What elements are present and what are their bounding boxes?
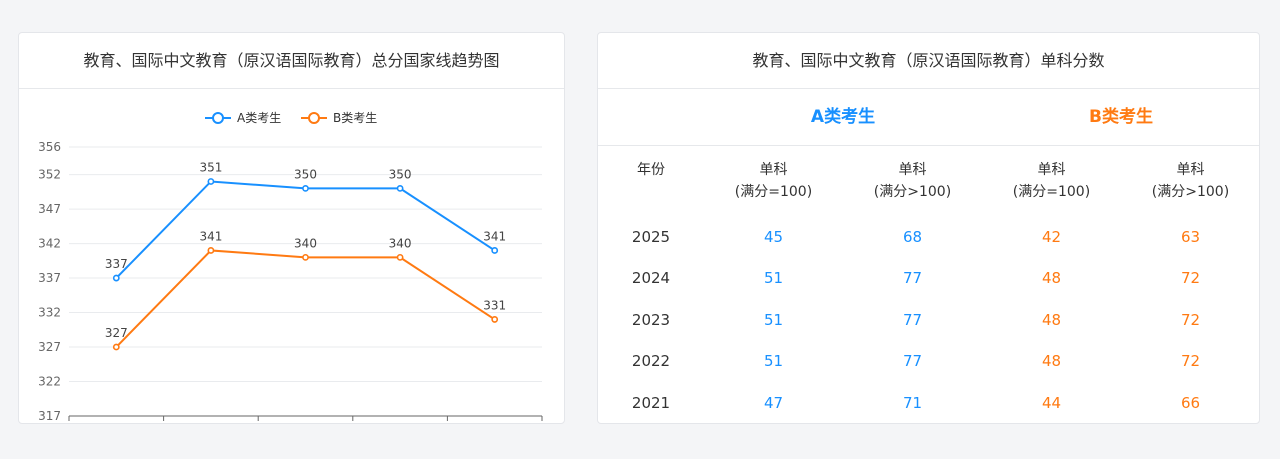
a-score-gt100: 68: [902, 227, 923, 246]
trend-chart-title: 教育、国际中文教育（原汉语国际教育）总分国家线趋势图: [19, 33, 564, 89]
header-b-single-gt100: 单科 (满分>100): [1151, 162, 1230, 200]
data-point: [207, 178, 215, 185]
group-b-label: B类考生: [1089, 107, 1153, 127]
row-year: 2023: [631, 310, 671, 329]
a-score-gt100: 71: [902, 393, 923, 412]
a-score-gt100: 77: [902, 352, 923, 371]
header-a-single-gt100: 单科 (满分>100): [873, 162, 952, 200]
table-header-row: 年份 单科 (满分=100) 单科 (满分>100) 单科 (满分=100) 单科 (满…: [598, 146, 1259, 216]
data-label: 340: [294, 236, 317, 250]
data-label: 350: [294, 167, 317, 181]
a-score-gt100: 77: [902, 269, 923, 288]
a-score-gt100: 77: [902, 310, 923, 329]
legend-marker: [212, 112, 224, 124]
b-score-100: 48: [1041, 352, 1062, 371]
data-point: [112, 274, 120, 282]
b-score-100: 44: [1041, 393, 1062, 412]
data-label: 341: [199, 229, 222, 243]
table-row: 2024 51 77 48 72: [598, 258, 1259, 300]
top-strip: [0, 0, 1280, 22]
header-b-single-100: 单科 (满分=100): [1012, 162, 1091, 200]
header-year: 年份: [637, 162, 665, 178]
row-year: 2025: [631, 227, 671, 246]
trend-chart-card: 教育、国际中文教育（原汉语国际教育）总分国家线趋势图 317 322 327 332 3…: [18, 32, 565, 424]
data-point: [491, 316, 499, 323]
b-score-gt100: 63: [1180, 227, 1201, 246]
y-tick-label: 337: [38, 271, 61, 285]
data-point: [302, 253, 309, 261]
y-tick-label: 322: [38, 375, 61, 389]
series-line-a: [115, 180, 496, 279]
legend-label: A类考生: [237, 111, 281, 125]
data-point: [491, 247, 499, 254]
b-score-100: 42: [1041, 227, 1062, 246]
data-label: 350: [389, 167, 412, 181]
legend-marker: [308, 112, 320, 124]
b-score-gt100: 66: [1180, 393, 1201, 412]
b-score-100: 48: [1041, 269, 1062, 288]
a-score-100: 45: [763, 227, 784, 246]
y-tick-label: 327: [38, 340, 61, 354]
data-point: [302, 184, 309, 192]
a-score-100: 51: [763, 352, 784, 371]
trend-line-chart: 3173223273323373423473523562021202220232…: [38, 111, 543, 423]
single-subject-card: 教育、国际中文教育（原汉语国际教育）单科分数 A类考生 B类考生 年份 单科 (满…: [597, 32, 1260, 424]
table-row: 2023 51 77 48 72: [598, 299, 1259, 341]
data-label: 327: [105, 326, 128, 340]
data-point: [396, 184, 404, 192]
row-year: 2024: [631, 269, 671, 288]
y-tick-label: 352: [38, 168, 61, 182]
data-label: 337: [105, 257, 128, 271]
legend-label: B类考生: [333, 111, 377, 125]
table-row: 2021 47 71 44 66: [598, 382, 1259, 423]
a-score-100: 51: [763, 310, 784, 329]
data-label: 341: [483, 229, 506, 243]
y-tick-label: 356: [38, 140, 61, 154]
b-score-100: 48: [1041, 310, 1062, 329]
y-tick-label: 342: [38, 237, 61, 251]
b-score-gt100: 72: [1180, 352, 1201, 371]
a-score-100: 51: [763, 269, 784, 288]
series-line-b: [115, 249, 496, 348]
group-header: A类考生 B类考生: [598, 89, 1259, 146]
y-tick-label: 347: [38, 202, 61, 216]
table-row: 2025 45 68 42 63: [598, 216, 1259, 258]
a-score-100: 47: [763, 393, 784, 412]
y-tick-label: 317: [38, 409, 61, 423]
score-table: 年份 单科 (满分=100) 单科 (满分>100) 单科 (满分=100) 单科 (满…: [598, 146, 1259, 423]
chart-area: 3173223273323373423473523562021202220232…: [19, 89, 564, 423]
single-subject-title: 教育、国际中文教育（原汉语国际教育）单科分数: [598, 33, 1259, 89]
data-label: 331: [483, 298, 506, 312]
y-tick-label: 332: [38, 306, 61, 320]
data-point: [112, 343, 120, 351]
table-row: 2022 51 77 48 72: [598, 341, 1259, 383]
header-a-single-100: 单科 (满分=100): [734, 162, 813, 200]
data-label: 351: [199, 160, 222, 174]
b-score-gt100: 72: [1180, 269, 1201, 288]
row-year: 2022: [631, 352, 671, 371]
data-label: 340: [389, 236, 412, 250]
row-year: 2021: [631, 393, 671, 412]
b-score-gt100: 72: [1180, 310, 1201, 329]
data-point: [396, 253, 404, 261]
data-point: [207, 247, 215, 254]
group-a-label: A类考生: [810, 107, 876, 127]
